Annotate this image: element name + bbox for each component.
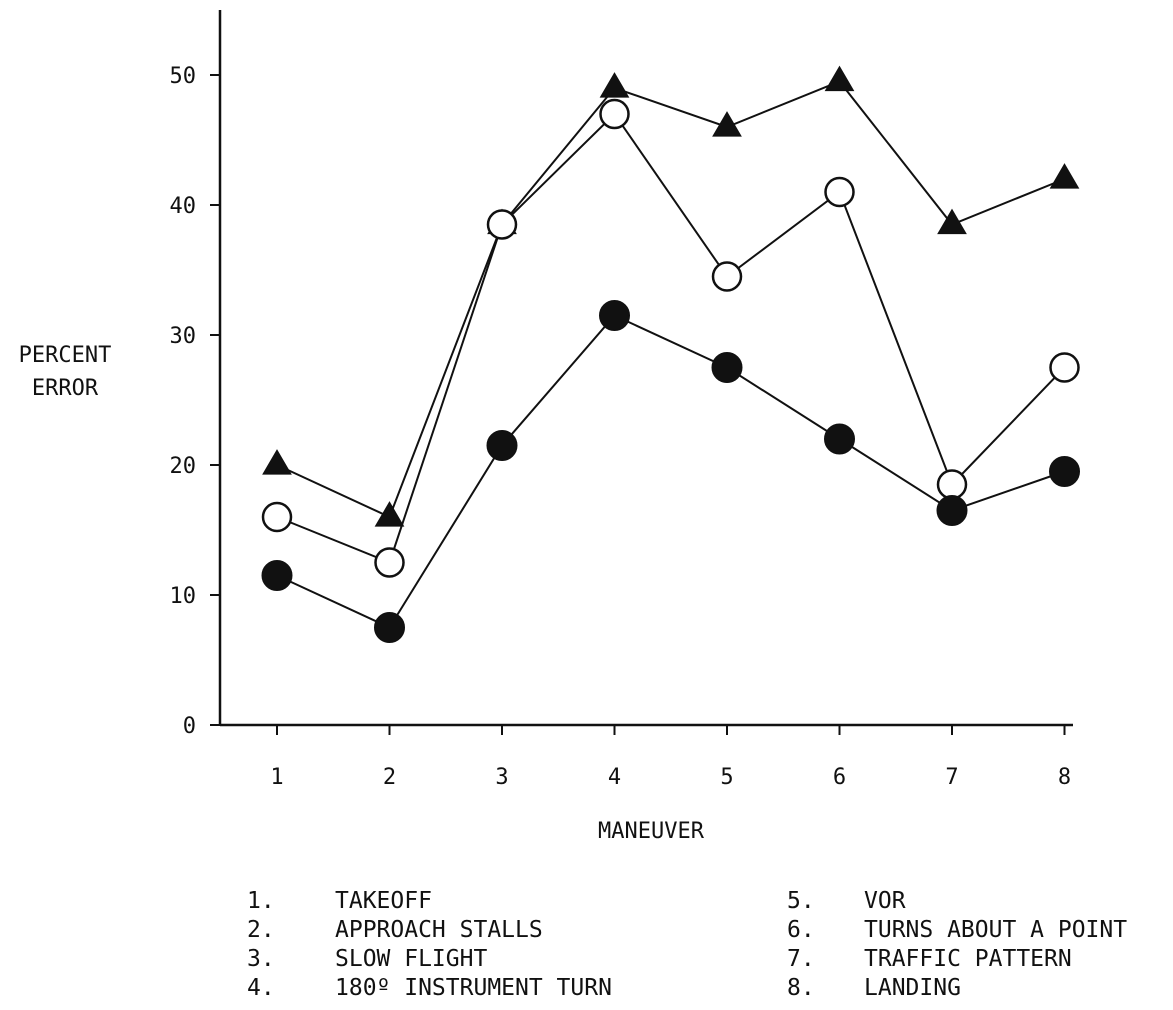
series-markers bbox=[261, 65, 1080, 643]
triangle-marker bbox=[599, 72, 630, 98]
open-circle-marker bbox=[824, 176, 855, 208]
legend-item-label: SLOW FLIGHT bbox=[335, 946, 487, 972]
x-tick-label: 8 bbox=[1058, 765, 1071, 790]
y-tick-label: 40 bbox=[170, 194, 197, 219]
triangle-marker bbox=[937, 208, 967, 235]
x-tick-label: 2 bbox=[383, 765, 396, 790]
open-circle-marker bbox=[599, 98, 630, 130]
open-circle-marker bbox=[374, 547, 405, 578]
series-lines bbox=[276, 80, 1066, 629]
axes bbox=[218, 10, 1073, 727]
legend-item-number: 3. bbox=[247, 946, 275, 972]
open-circle-marker bbox=[261, 501, 293, 533]
x-axis-label: MANEUVER bbox=[598, 819, 705, 844]
legend-item-label: LANDING bbox=[864, 975, 961, 1001]
legend-item-label: TAKEOFF bbox=[335, 888, 432, 914]
legend-item-number: 1. bbox=[247, 888, 275, 914]
x-tick-label: 3 bbox=[495, 765, 508, 790]
open-circle-marker bbox=[1049, 352, 1080, 383]
x-tick-label: 5 bbox=[720, 765, 733, 790]
x-tick-label: 6 bbox=[833, 765, 846, 790]
open-circle-marker bbox=[936, 469, 968, 500]
y-axis-label-line: ERROR bbox=[32, 376, 99, 401]
x-tick-label: 7 bbox=[945, 765, 958, 790]
legend-item-number: 4. bbox=[247, 975, 275, 1001]
legend-item-number: 2. bbox=[247, 917, 275, 943]
y-tick-label: 30 bbox=[170, 324, 197, 349]
series-line-filled-triangle bbox=[276, 80, 1065, 519]
triangle-marker bbox=[374, 501, 405, 527]
y-tick-label: 10 bbox=[170, 584, 197, 609]
legend-item-number: 5. bbox=[787, 888, 815, 914]
filled-circle-marker bbox=[824, 423, 855, 455]
triangle-marker bbox=[262, 449, 292, 475]
filled-circle-marker bbox=[486, 430, 518, 461]
y-tick-label: 0 bbox=[183, 714, 196, 739]
filled-circle-marker bbox=[374, 612, 405, 643]
series-line-filled-circle bbox=[276, 314, 1065, 629]
filled-circle-marker bbox=[261, 560, 293, 591]
legend-item-label: 180º INSTRUMENT TURN bbox=[335, 975, 612, 1001]
open-circle-marker bbox=[486, 209, 518, 240]
filled-circle-marker bbox=[599, 300, 630, 331]
legend-item-label: TRAFFIC PATTERN bbox=[864, 946, 1072, 972]
filled-circle-marker bbox=[711, 352, 743, 383]
maneuver-legend: 1. TAKEOFF 2. APPROACH STALLS 3. SLOW FLIGHT 4… bbox=[247, 888, 1127, 1001]
open-circle-marker bbox=[711, 261, 743, 292]
x-tick-label: 1 bbox=[270, 765, 283, 790]
x-tick-label: 4 bbox=[608, 765, 621, 790]
axis-labels: PERCENT ERROR MANEUVER bbox=[19, 343, 705, 844]
tick-group: 0 10 20 30 40 50 1 2 3 4 5 6 7 8 bbox=[170, 64, 1072, 790]
y-axis-label-line: PERCENT bbox=[19, 343, 112, 368]
legend-item-label: VOR bbox=[864, 888, 906, 914]
legend-item-number: 8. bbox=[787, 975, 815, 1001]
legend-item-number: 6. bbox=[787, 917, 815, 943]
triangle-marker bbox=[1049, 163, 1080, 189]
legend-item-label: TURNS ABOUT A POINT bbox=[864, 917, 1127, 943]
y-tick-label: 20 bbox=[170, 454, 197, 479]
filled-circle-marker bbox=[936, 495, 968, 526]
series-line-open-circle bbox=[276, 112, 1066, 564]
legend-item-label: APPROACH STALLS bbox=[335, 917, 543, 943]
triangle-marker bbox=[824, 65, 855, 92]
y-tick-label: 50 bbox=[170, 64, 197, 89]
triangle-marker bbox=[712, 111, 742, 137]
legend-item-number: 7. bbox=[787, 946, 815, 972]
filled-circle-marker bbox=[1049, 456, 1080, 487]
